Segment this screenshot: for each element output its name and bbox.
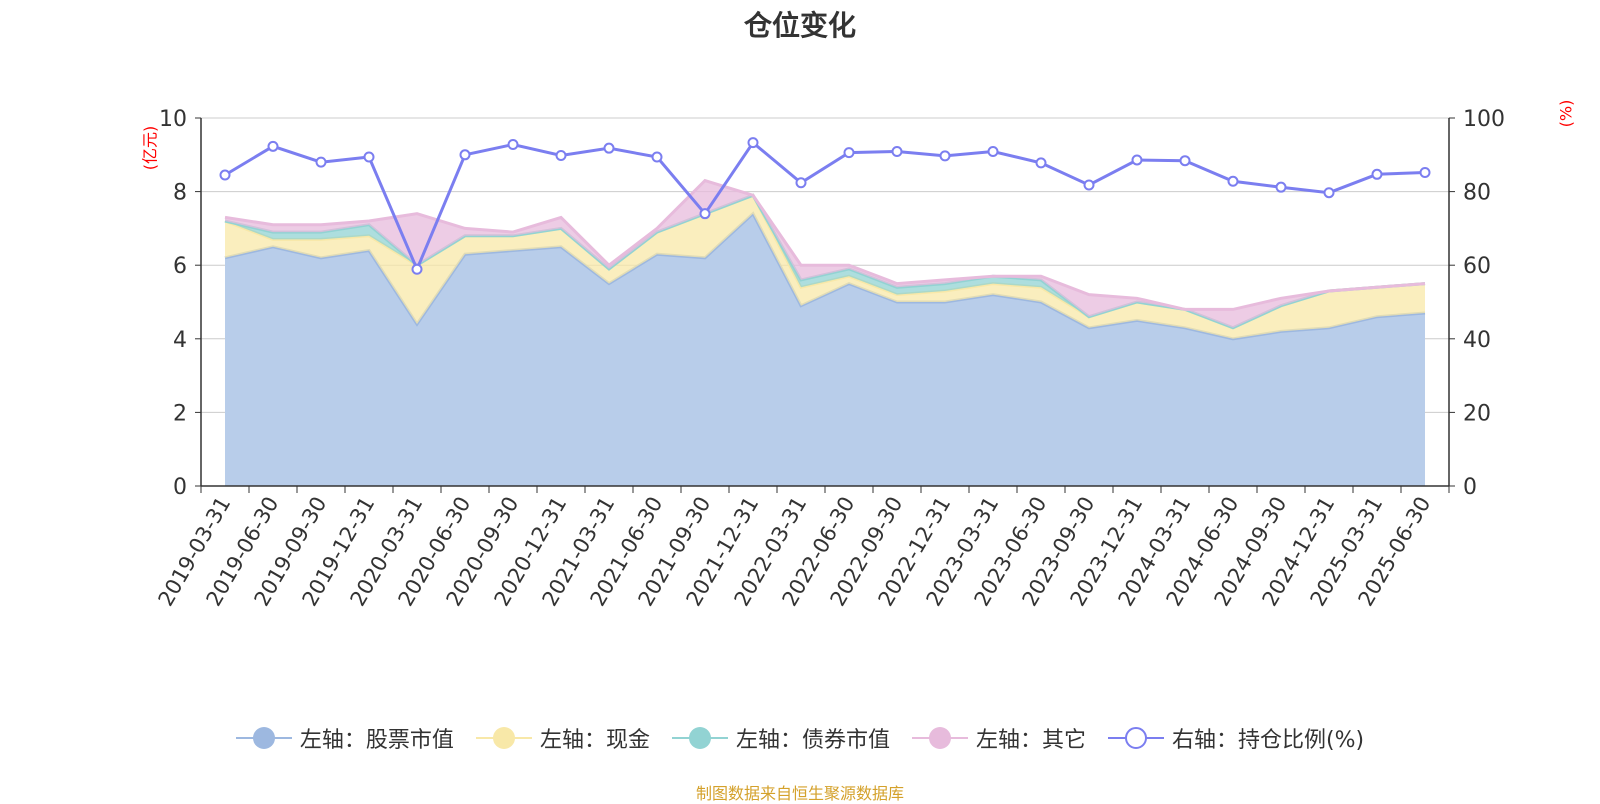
ratio-point: [507, 138, 519, 150]
right-axis-tick-label: 40: [1463, 328, 1491, 353]
legend-label: 左轴：股票市值: [299, 728, 454, 753]
ratio-point: [747, 137, 759, 149]
legend-label: 左轴：现金: [539, 728, 650, 753]
other-area-edge: [224, 178, 1426, 311]
legend-item-stock[interactable]: 左轴：股票市值: [235, 722, 454, 754]
source-note: 制图数据来自恒生聚源数据库: [695, 784, 904, 803]
ratio-point: [411, 263, 423, 275]
legend-bond-icon: [671, 723, 728, 753]
legend-other-icon: [911, 723, 968, 753]
stacked-areas: [224, 178, 1426, 486]
legend-ratio-icon: [1107, 723, 1164, 753]
ratio-point: [699, 208, 711, 220]
ratio-point: [1371, 168, 1383, 180]
right-axis-tick-label: 60: [1463, 254, 1491, 279]
ratio-point: [603, 142, 615, 154]
stock-area: [225, 213, 1425, 486]
ratio-point: [459, 149, 471, 161]
ratio-point: [987, 145, 999, 157]
chart-title: 仓位变化: [743, 9, 856, 42]
legend-cash-icon: [475, 723, 532, 753]
ratio-point: [1275, 181, 1287, 193]
legend: 左轴：股票市值 左轴：现金 左轴：债券市值 左轴：其它 右轴：持仓比例(%): [0, 722, 1600, 754]
ratio-point: [1323, 187, 1335, 199]
legend-item-ratio[interactable]: 右轴：持仓比例(%): [1107, 722, 1365, 754]
ratio-line: [224, 140, 1426, 274]
right-axis-tick-label: 100: [1463, 107, 1505, 132]
ratio-point: [1419, 166, 1431, 178]
legend-stock-icon: [235, 723, 292, 753]
ratio-point: [219, 169, 231, 181]
left-axis-tick-label: 2: [173, 401, 187, 426]
legend-label: 左轴：债券市值: [735, 728, 890, 753]
legend-item-bond[interactable]: 左轴：债券市值: [671, 722, 890, 754]
ratio-point: [1179, 155, 1191, 167]
left-axis-tick-label: 10: [159, 107, 187, 132]
left-axis-tick-label: 4: [173, 328, 187, 353]
ratio-point: [651, 151, 663, 163]
legend-label: 左轴：其它: [975, 728, 1086, 753]
legend-item-other[interactable]: 左轴：其它: [911, 722, 1086, 754]
ratio-point: [795, 177, 807, 189]
ratio-point: [555, 150, 567, 162]
ratio-point: [843, 147, 855, 159]
ratio-point: [1131, 154, 1143, 166]
ratio-point: [891, 145, 903, 157]
right-axis-tick-label: 20: [1463, 401, 1491, 426]
ratio-point: [267, 140, 279, 152]
left-axis-tick-label: 8: [173, 181, 187, 206]
ratio-line-series: [219, 137, 1431, 275]
ratio-point: [1083, 179, 1095, 191]
legend-item-cash[interactable]: 左轴：现金: [475, 722, 650, 754]
right-axis-tick-label: 80: [1463, 181, 1491, 206]
ratio-point: [939, 150, 951, 162]
right-axis-unit: (%): [1556, 99, 1576, 128]
ratio-point: [1035, 157, 1047, 169]
ratio-point: [363, 151, 375, 163]
left-axis-tick-label: 6: [173, 254, 187, 279]
left-axis-tick-label: 0: [173, 475, 187, 500]
ratio-point: [1227, 175, 1239, 187]
left-axis-unit: (亿元): [140, 125, 160, 171]
legend-label: 右轴：持仓比例(%): [1171, 728, 1365, 753]
right-axis-tick-label: 0: [1463, 475, 1477, 500]
ratio-point: [315, 156, 327, 168]
cash-area: [225, 195, 1425, 339]
